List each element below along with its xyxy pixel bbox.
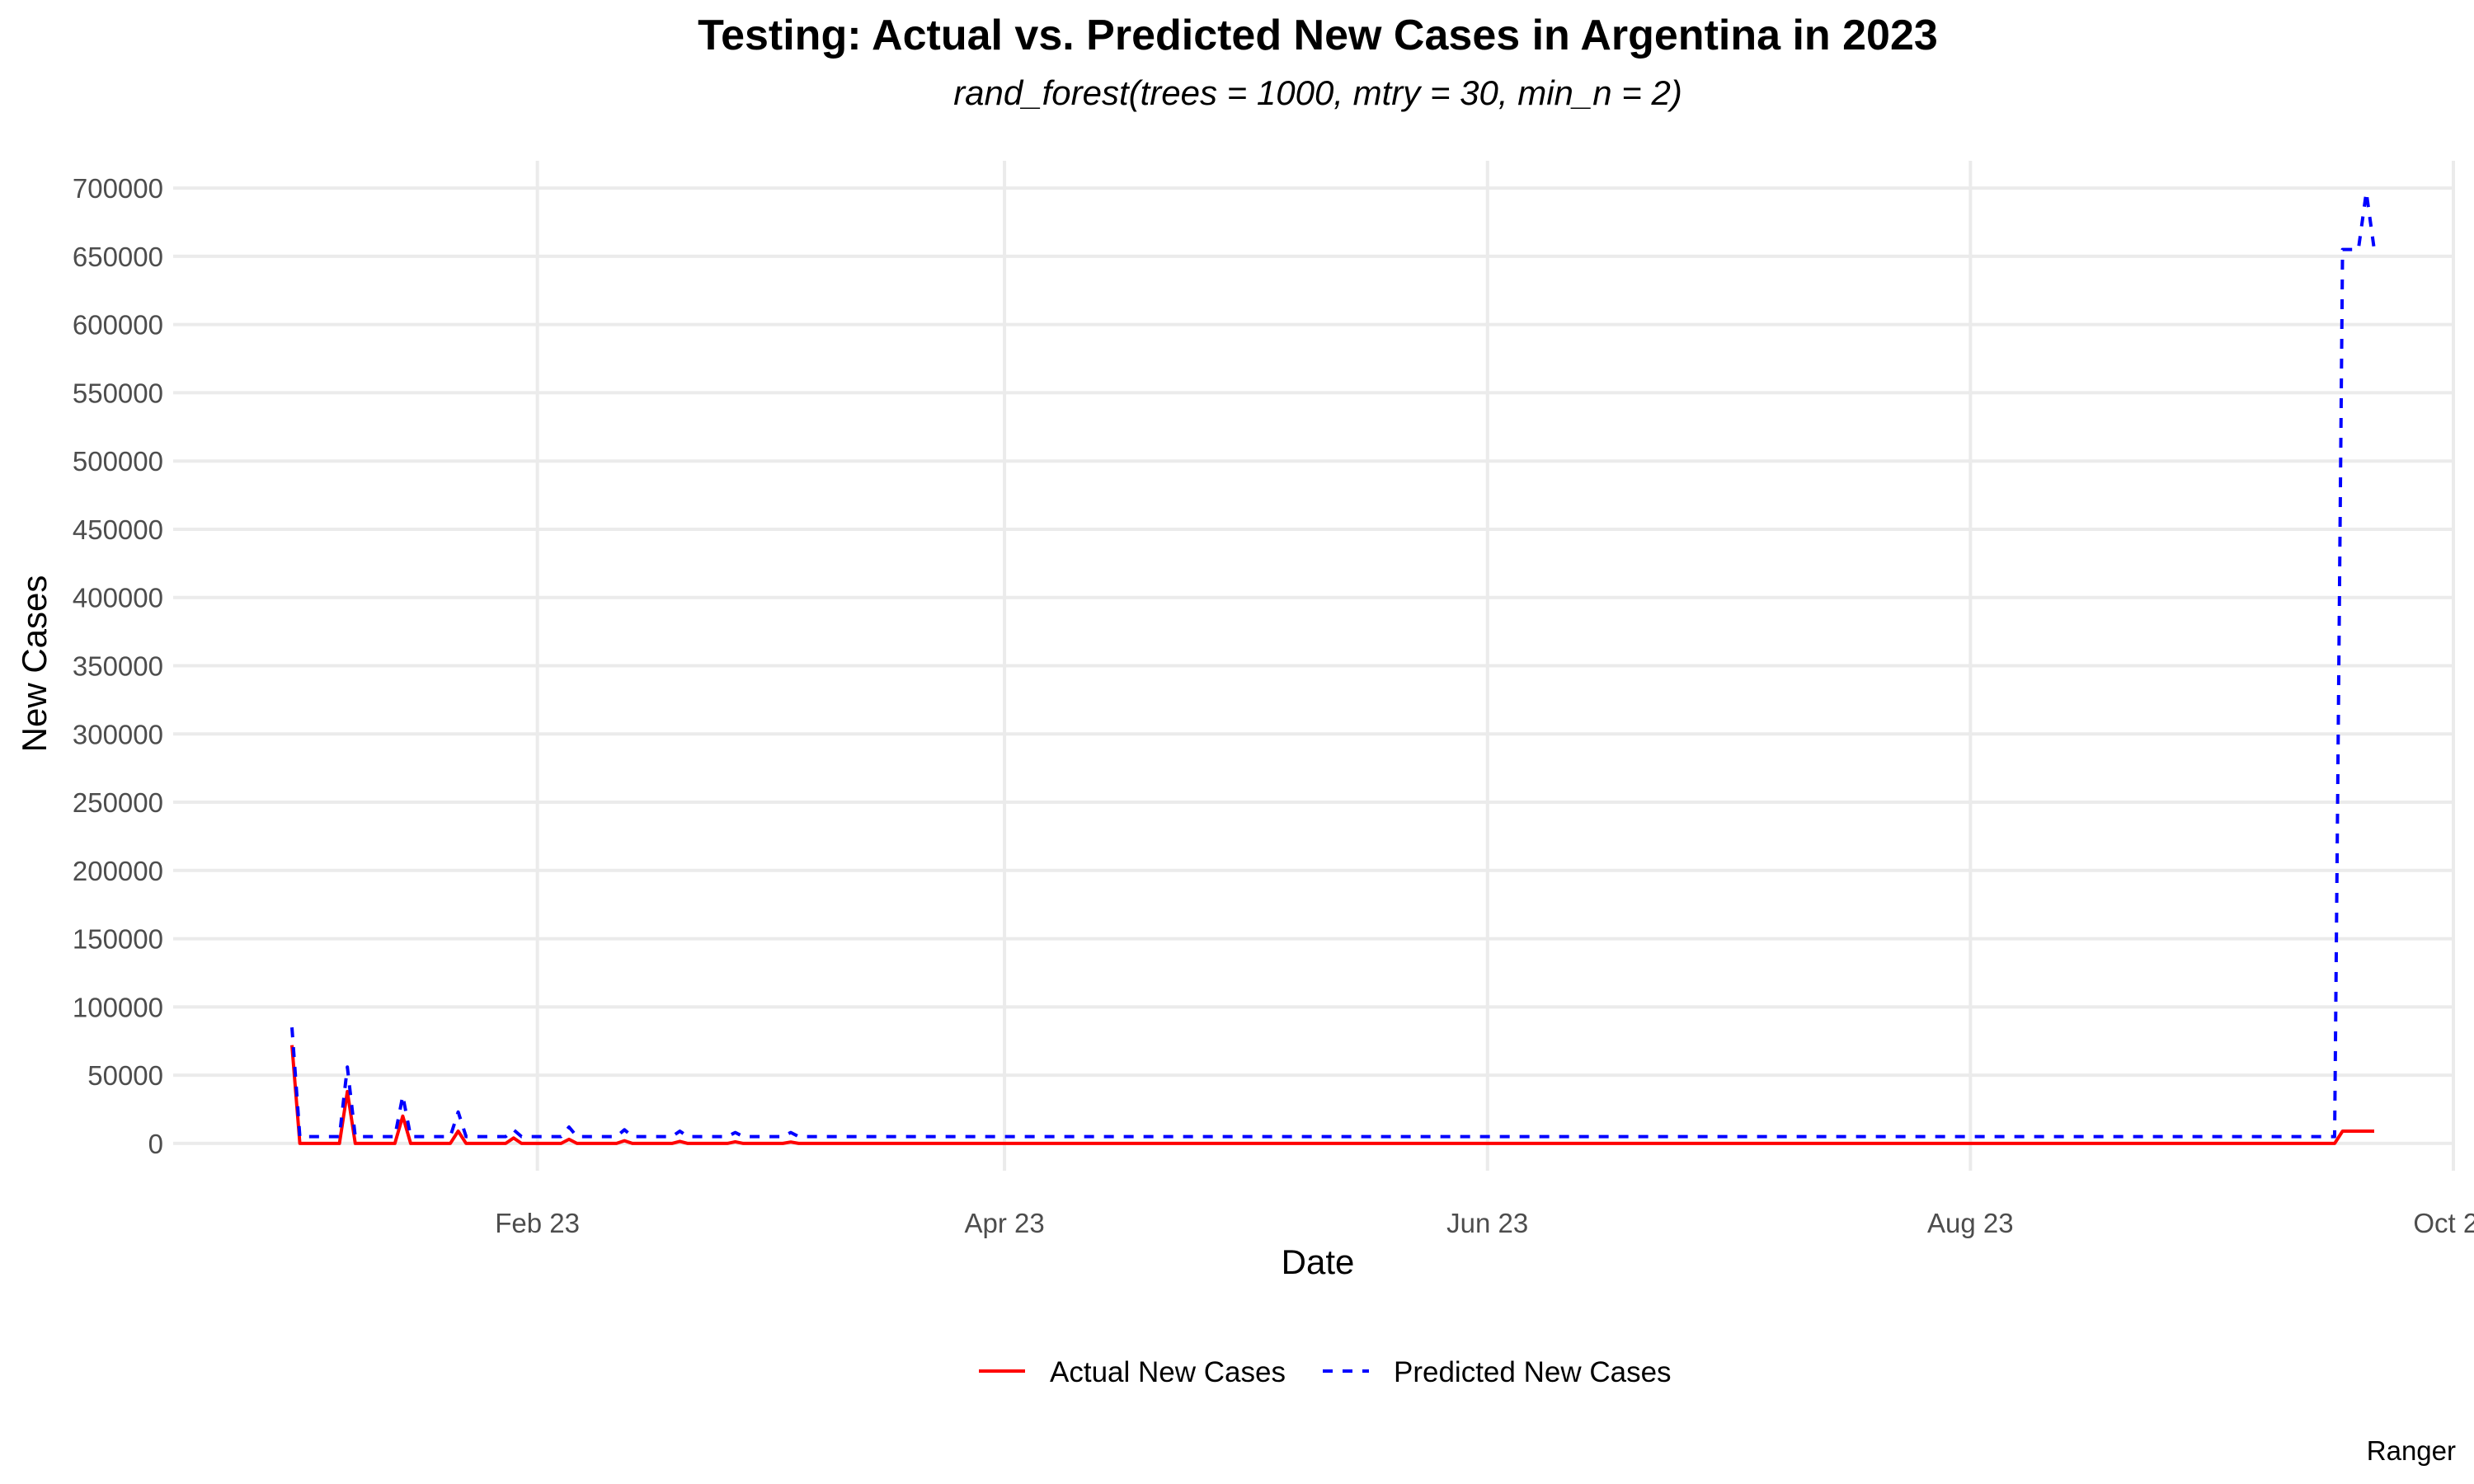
y-axis-ticks: 0 50000 100000 150000 200000 250000 300000 3500… — [73, 173, 163, 1159]
series-lines — [290, 190, 2376, 1145]
series-line-actual-new-cases — [290, 1045, 2374, 1145]
y-tick-label-550000: 550000 — [73, 378, 163, 408]
x-axis-ticks: Feb 23 Apr 23 Jun 23 Aug 23 Oct 23 — [495, 1208, 2474, 1238]
y-tick-label-50000: 50000 — [87, 1060, 163, 1091]
y-axis-title: New Cases — [15, 575, 54, 753]
x-tick-label-aug-23: Aug 23 — [1927, 1208, 2014, 1238]
y-tick-label-400000: 400000 — [73, 583, 163, 613]
series-line-predicted-new-cases — [290, 190, 2376, 1139]
y-tick-label-200000: 200000 — [73, 856, 163, 886]
chart-caption: Ranger — [2367, 1435, 2456, 1466]
legend-label-actual-new-cases: Actual New Cases — [1050, 1356, 1286, 1388]
y-tick-label-100000: 100000 — [73, 992, 163, 1022]
y-tick-label-0: 0 — [148, 1129, 163, 1159]
y-tick-label-450000: 450000 — [73, 514, 163, 545]
x-axis-title: Date — [1282, 1242, 1355, 1281]
x-tick-label-jun-23: Jun 23 — [1446, 1208, 1528, 1238]
x-tick-label-apr-23: Apr 23 — [964, 1208, 1044, 1238]
y-tick-label-500000: 500000 — [73, 446, 163, 477]
y-tick-label-250000: 250000 — [73, 787, 163, 818]
y-tick-label-150000: 150000 — [73, 924, 163, 955]
gridlines — [173, 161, 2455, 1171]
legend-label-predicted-new-cases: Predicted New Cases — [1394, 1356, 1672, 1388]
y-tick-label-700000: 700000 — [73, 173, 163, 204]
y-tick-label-300000: 300000 — [73, 719, 163, 749]
chart-title: Testing: Actual vs. Predicted New Cases … — [698, 12, 1938, 59]
y-tick-label-600000: 600000 — [73, 310, 163, 340]
y-tick-label-650000: 650000 — [73, 242, 163, 272]
chart-subtitle: rand_forest(trees = 1000, mtry = 30, min… — [953, 73, 1682, 112]
x-tick-label-oct-23: Oct 23 — [2413, 1208, 2474, 1238]
x-tick-label-feb-23: Feb 23 — [495, 1208, 580, 1238]
y-tick-label-350000: 350000 — [73, 651, 163, 682]
legend: Actual New Cases Predicted New Cases — [979, 1356, 1672, 1388]
